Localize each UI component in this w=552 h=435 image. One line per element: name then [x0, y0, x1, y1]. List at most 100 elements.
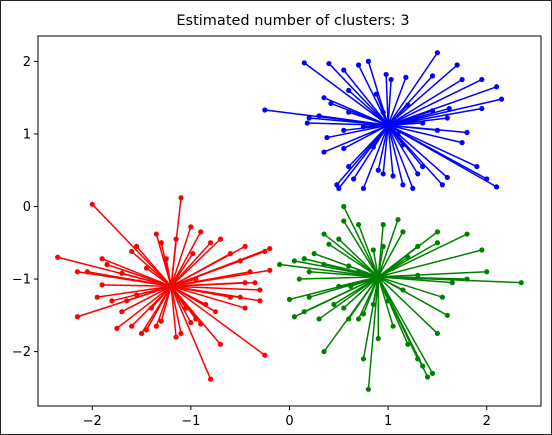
cluster-2-link-34 [170, 285, 207, 306]
cluster-2-link-56 [165, 258, 172, 287]
cluster-1-link-7 [385, 74, 389, 126]
cluster-1-link-60 [387, 118, 416, 126]
cluster-2-link-27 [171, 281, 256, 288]
cluster-3-link-1 [279, 263, 379, 278]
cluster-3-point-45 [336, 236, 342, 242]
cluster-3-link-56 [377, 267, 394, 278]
cluster-3-point-13 [360, 311, 367, 317]
cluster-3-point-48 [311, 251, 317, 257]
cluster-2-link-28 [171, 269, 270, 288]
cluster-2-link-54 [121, 272, 172, 288]
cluster-1-link-59 [348, 89, 389, 126]
cluster-3-point-25 [444, 312, 450, 318]
cluster-3-link-55 [358, 271, 379, 278]
cluster-2-point-45 [138, 330, 145, 337]
cluster-1-point-37 [360, 185, 367, 191]
cluster-2-point-24 [247, 269, 253, 275]
cluster-1-point-49 [321, 95, 327, 101]
cluster-1-link-47 [318, 115, 389, 126]
cluster-1-link-13 [387, 78, 463, 126]
cluster-1-point-7 [383, 71, 389, 78]
cluster-3-point-7 [316, 316, 322, 322]
cluster-3-link-13 [362, 276, 379, 315]
cluster-1-link-44 [343, 124, 389, 150]
cluster-1-link-42 [323, 124, 389, 153]
cluster-2-point-50 [124, 298, 130, 304]
cluster-1-point-31 [415, 171, 421, 177]
cluster-3-point-31 [479, 247, 485, 253]
cluster-1-point-35 [380, 171, 386, 177]
cluster-3-point-41 [370, 247, 376, 253]
cluster-3-point-44 [341, 218, 347, 224]
cluster-3-link-7 [318, 276, 379, 320]
cluster-1-link-4 [343, 69, 389, 126]
cluster-3-point-47 [326, 241, 332, 247]
cluster-3-point-43 [341, 203, 347, 210]
cluster-3-link-57 [377, 276, 404, 291]
cluster-1-link-25 [387, 124, 478, 168]
cluster-2-point-47 [129, 323, 135, 329]
cluster-1-link-58 [375, 93, 389, 126]
cluster-2-point-8 [74, 314, 81, 320]
cluster-3-point-30 [518, 280, 524, 286]
y-tick-label: −2 [12, 345, 31, 360]
cluster-2-point-49 [119, 309, 125, 315]
cluster-3-point-6 [301, 309, 307, 315]
cluster-1-link-32 [387, 124, 414, 189]
cluster-2-link-42 [170, 286, 177, 338]
axis-ticks: −2 −1 0 1 2 2 1 0 −1 −2 [12, 55, 491, 429]
cluster-2-point-36 [198, 321, 204, 327]
cluster-1-point-59 [346, 87, 352, 94]
cluster-3-point-35 [415, 243, 421, 249]
cluster-2-point-4 [84, 269, 90, 275]
cluster-1-link-48 [307, 122, 389, 126]
cluster-3-link-24 [377, 276, 438, 334]
cluster-1-point-30 [420, 163, 426, 170]
cluster-2-point-48 [114, 325, 120, 331]
cluster-3-point-49 [301, 256, 307, 262]
cluster-1-point-46 [306, 115, 312, 121]
cluster-3-point-16 [375, 335, 381, 342]
cluster-2-link-59 [170, 285, 187, 309]
cluster-1-point-26 [484, 176, 490, 182]
cluster-1-link-3 [328, 63, 389, 126]
cluster-3-point-19 [405, 341, 411, 347]
cluster-1-link-12 [387, 64, 458, 126]
cluster-3-link-11 [348, 276, 379, 320]
cluster-2-point-59 [183, 305, 189, 311]
cluster-3-link-3 [299, 276, 379, 280]
cluster-2-link-26 [171, 285, 260, 291]
cluster-2-link-16 [170, 231, 202, 287]
cluster-3-link-59 [338, 276, 379, 288]
cluster-2-point-6 [104, 261, 110, 268]
cluster-2-link-14 [170, 197, 182, 287]
cluster-2-point-58 [193, 276, 199, 282]
cluster-1-point-5 [355, 62, 362, 68]
cluster-1-point-52 [360, 124, 367, 130]
cluster-2-point-14 [178, 195, 184, 201]
cluster-3-point-36 [405, 254, 411, 260]
cluster-1-point-20 [444, 115, 450, 121]
cluster-3-point-26 [439, 294, 445, 300]
cluster-1-point-15 [494, 84, 500, 90]
cluster-1-point-60 [413, 116, 419, 123]
cluster-1-link-41 [348, 124, 389, 168]
cluster-3-point-18 [390, 323, 396, 329]
cluster-1-point-13 [459, 76, 465, 83]
cluster-3-link-10 [343, 276, 379, 309]
cluster-3-point-59 [336, 283, 342, 289]
cluster-1-link-31 [387, 124, 419, 175]
cluster-2-link-9 [131, 250, 172, 287]
cluster-3-link-23 [377, 276, 434, 374]
cluster-3-point-20 [415, 356, 421, 362]
cluster-3-link-41 [372, 249, 380, 277]
cluster-3-point-5 [291, 314, 298, 320]
cluster-2-point-1 [55, 254, 61, 260]
cluster-3-point-55 [355, 269, 362, 275]
cluster-2-link-60 [150, 285, 172, 309]
cluster-3-point-38 [395, 216, 401, 223]
cluster-2-point-19 [227, 251, 233, 257]
cluster-3-point-10 [341, 305, 347, 311]
cluster-3-point-54 [348, 283, 354, 289]
